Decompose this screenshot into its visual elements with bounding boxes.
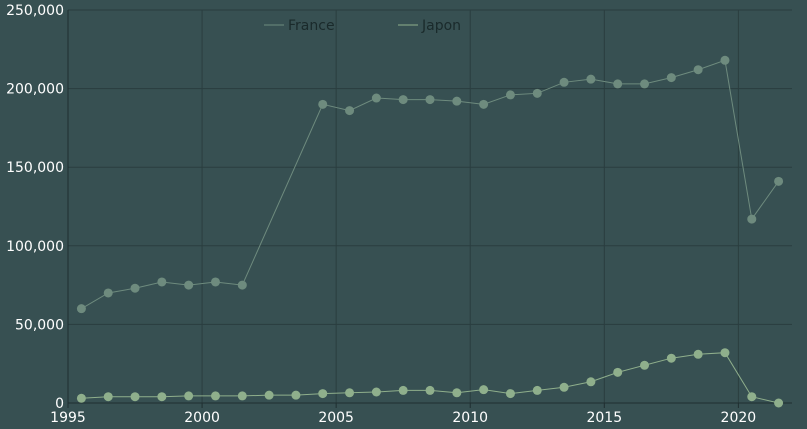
data-point-japon[interactable] bbox=[264, 390, 274, 400]
data-point-france[interactable] bbox=[774, 176, 784, 186]
data-point-japon[interactable] bbox=[747, 392, 757, 402]
data-point-japon[interactable] bbox=[184, 391, 194, 401]
series-japon bbox=[76, 348, 784, 408]
y-tick-label: 50,000 bbox=[15, 317, 64, 333]
data-point-japon[interactable] bbox=[613, 367, 623, 377]
data-point-france[interactable] bbox=[693, 65, 703, 75]
data-point-france[interactable] bbox=[318, 99, 328, 109]
data-point-japon[interactable] bbox=[479, 385, 489, 395]
data-point-france[interactable] bbox=[586, 74, 596, 84]
data-point-japon[interactable] bbox=[640, 360, 650, 370]
data-point-japon[interactable] bbox=[345, 388, 355, 398]
y-tick-label: 150,000 bbox=[6, 160, 64, 176]
data-point-japon[interactable] bbox=[237, 391, 247, 401]
series-layer bbox=[76, 55, 784, 408]
data-point-japon[interactable] bbox=[452, 388, 462, 398]
x-tick-label: 2000 bbox=[184, 410, 220, 426]
data-point-japon[interactable] bbox=[398, 385, 408, 395]
data-point-japon[interactable] bbox=[291, 390, 301, 400]
data-point-france[interactable] bbox=[398, 95, 408, 105]
legend[interactable]: France Japon bbox=[264, 18, 461, 34]
data-point-japon[interactable] bbox=[505, 389, 515, 399]
data-point-france[interactable] bbox=[371, 93, 381, 103]
data-point-japon[interactable] bbox=[666, 353, 676, 363]
data-point-japon[interactable] bbox=[774, 398, 784, 408]
data-point-france[interactable] bbox=[720, 55, 730, 65]
x-tick-label: 2010 bbox=[452, 410, 488, 426]
data-point-japon[interactable] bbox=[532, 385, 542, 395]
data-point-japon[interactable] bbox=[425, 385, 435, 395]
data-point-france[interactable] bbox=[210, 277, 220, 287]
legend-label-france: France bbox=[288, 18, 335, 34]
data-point-japon[interactable] bbox=[210, 391, 220, 401]
data-point-france[interactable] bbox=[130, 283, 140, 293]
y-tick-label: 250,000 bbox=[6, 3, 64, 19]
data-point-france[interactable] bbox=[559, 77, 569, 87]
legend-item-japon[interactable]: Japon bbox=[398, 18, 461, 34]
axes: 0 50,000 100,000 150,000 200,000 250,000 1995 2… bbox=[6, 3, 792, 426]
y-tick-label: 100,000 bbox=[6, 239, 64, 255]
data-point-france[interactable] bbox=[532, 88, 542, 98]
data-point-japon[interactable] bbox=[157, 392, 167, 402]
data-point-france[interactable] bbox=[237, 280, 247, 290]
x-tick-label: 2020 bbox=[721, 410, 757, 426]
data-point-france[interactable] bbox=[613, 79, 623, 89]
legend-label-japon: Japon bbox=[421, 18, 461, 34]
data-point-france[interactable] bbox=[76, 304, 86, 314]
data-point-france[interactable] bbox=[479, 99, 489, 109]
data-point-japon[interactable] bbox=[371, 387, 381, 397]
data-point-france[interactable] bbox=[666, 73, 676, 83]
y-tick-label: 0 bbox=[55, 396, 64, 412]
data-point-france[interactable] bbox=[452, 96, 462, 106]
data-point-france[interactable] bbox=[103, 288, 113, 298]
x-tick-label: 2005 bbox=[318, 410, 354, 426]
data-point-france[interactable] bbox=[184, 280, 194, 290]
data-point-japon[interactable] bbox=[720, 348, 730, 358]
series-france bbox=[76, 55, 784, 314]
y-tick-label: 200,000 bbox=[6, 82, 64, 98]
data-point-japon[interactable] bbox=[586, 377, 596, 387]
data-point-france[interactable] bbox=[747, 214, 757, 224]
data-point-france[interactable] bbox=[640, 79, 650, 89]
data-point-japon[interactable] bbox=[76, 393, 86, 403]
data-point-france[interactable] bbox=[157, 277, 167, 287]
data-point-japon[interactable] bbox=[103, 392, 113, 402]
legend-item-france[interactable]: France bbox=[264, 18, 335, 34]
data-point-japon[interactable] bbox=[130, 392, 140, 402]
data-point-japon[interactable] bbox=[693, 349, 703, 359]
data-point-japon[interactable] bbox=[318, 389, 328, 399]
data-point-japon[interactable] bbox=[559, 382, 569, 392]
x-tick-label: 2015 bbox=[586, 410, 622, 426]
data-point-france[interactable] bbox=[345, 106, 355, 116]
data-point-france[interactable] bbox=[505, 90, 515, 100]
x-tick-label: 1995 bbox=[50, 410, 86, 426]
grid-lines bbox=[67, 9, 792, 404]
data-point-france[interactable] bbox=[425, 95, 435, 105]
